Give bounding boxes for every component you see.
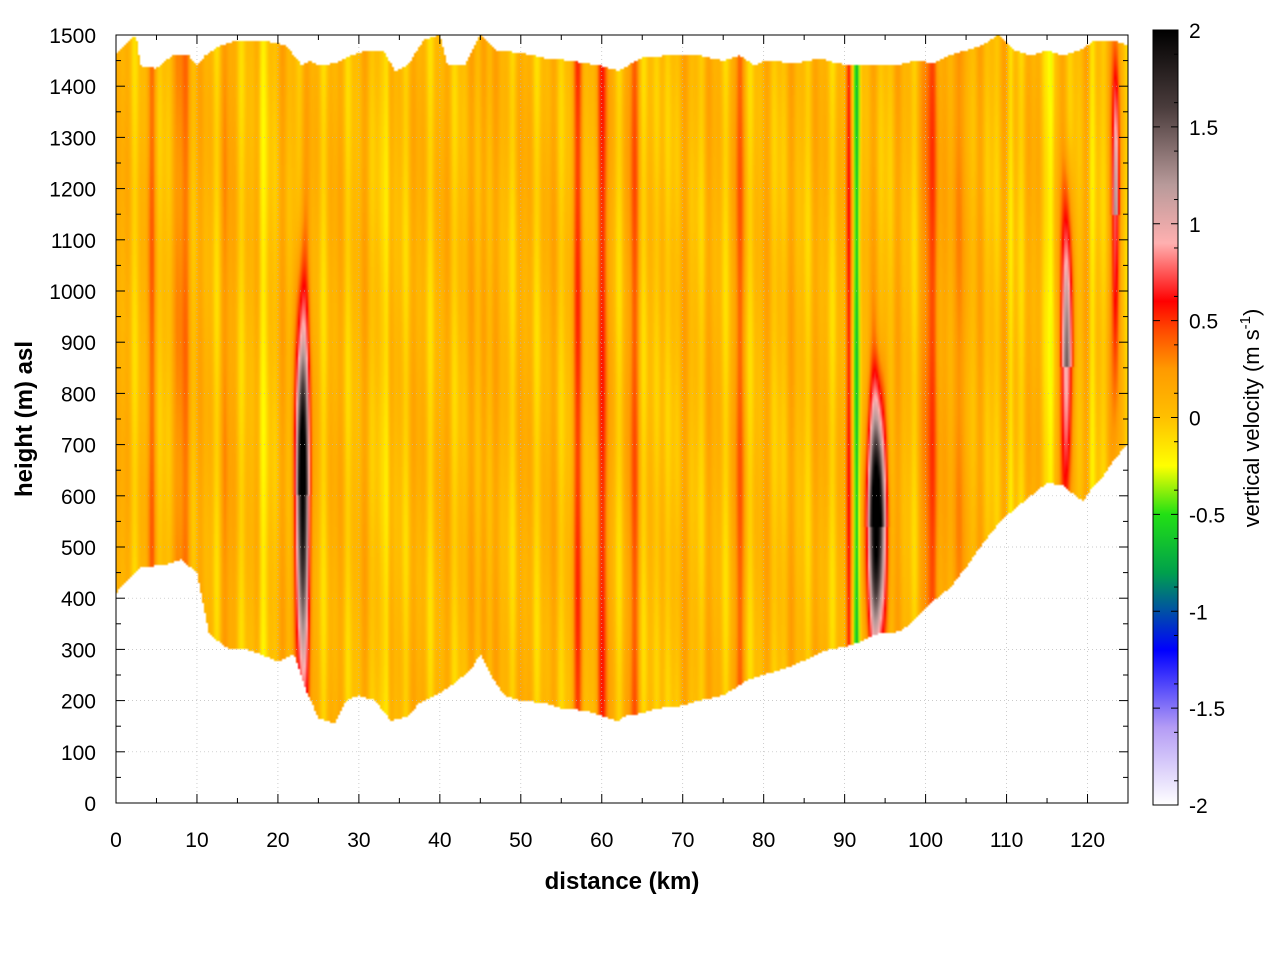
- y-axis-title: height (m) asl: [11, 341, 38, 497]
- y-tick-label: 700: [61, 435, 96, 458]
- y-tick-label: 1500: [49, 25, 96, 48]
- y-tick-label: 800: [61, 383, 96, 406]
- colorbar-title-exponent: -1: [1237, 316, 1254, 329]
- x-tick-label: 0: [110, 829, 122, 852]
- x-tick-label: 30: [347, 829, 370, 852]
- y-tick-label: 1000: [49, 281, 96, 304]
- y-tick-label: 400: [61, 588, 96, 611]
- y-tick-label: 300: [61, 639, 96, 662]
- y-tick-label: 1400: [49, 76, 96, 99]
- y-tick-label: 100: [61, 742, 96, 765]
- colorbar-tick-label: 0: [1189, 408, 1201, 431]
- y-tick-label: 900: [61, 332, 96, 355]
- plot-grid: [116, 35, 1128, 803]
- colorbar-tick-label: -2: [1189, 795, 1208, 818]
- colorbar-title: vertical velocity (m s-1): [1237, 309, 1264, 528]
- y-tick-label: 500: [61, 537, 96, 560]
- colorbar-tick-label: 1.5: [1189, 117, 1218, 140]
- x-axis-title: distance (km): [545, 868, 700, 895]
- x-tick-label: 80: [752, 829, 775, 852]
- y-tick-label: 1100: [51, 230, 96, 253]
- colorbar-tick-label: -0.5: [1189, 504, 1225, 527]
- colorbar-tick-label: 1: [1189, 214, 1201, 237]
- colorbar-ticks: 2 1.5 1 0.5 0 -0.5 -1 -1.5 -2: [1153, 20, 1225, 818]
- x-tick-label: 60: [590, 829, 613, 852]
- x-tick-label: 20: [266, 829, 289, 852]
- x-tick-label: 50: [509, 829, 532, 852]
- y-tick-label: 1300: [49, 127, 96, 150]
- x-axis: 0 10 20 30 40 50 60 70 80 90 100 110 120: [110, 35, 1105, 852]
- x-tick-label: 110: [990, 829, 1023, 852]
- colorbar-tick-label: -1.5: [1189, 698, 1225, 721]
- colorbar-tick-label: 2: [1189, 20, 1201, 43]
- x-tick-label: 90: [833, 829, 856, 852]
- y-tick-label: 1200: [49, 179, 96, 202]
- y-tick-label: 0: [84, 793, 96, 816]
- y-tick-label: 600: [61, 486, 96, 509]
- x-tick-label: 100: [908, 829, 943, 852]
- heatmap-field: [116, 35, 1128, 803]
- x-tick-label: 10: [185, 829, 208, 852]
- y-tick-label: 200: [61, 691, 96, 714]
- y-axis: 0 100 200 300 400 500 600 700 800 900 1000 1100 1200…: [49, 25, 1128, 816]
- colorbar-title-main: vertical velocity (m s: [1239, 329, 1264, 527]
- colorbar-tick-label: -1: [1189, 601, 1208, 624]
- x-tick-label: 70: [671, 829, 694, 852]
- x-tick-label: 120: [1070, 829, 1105, 852]
- colorbar-tick-label: 0.5: [1189, 311, 1218, 334]
- x-tick-label: 40: [428, 829, 451, 852]
- colorbar-title-end: ): [1239, 309, 1264, 316]
